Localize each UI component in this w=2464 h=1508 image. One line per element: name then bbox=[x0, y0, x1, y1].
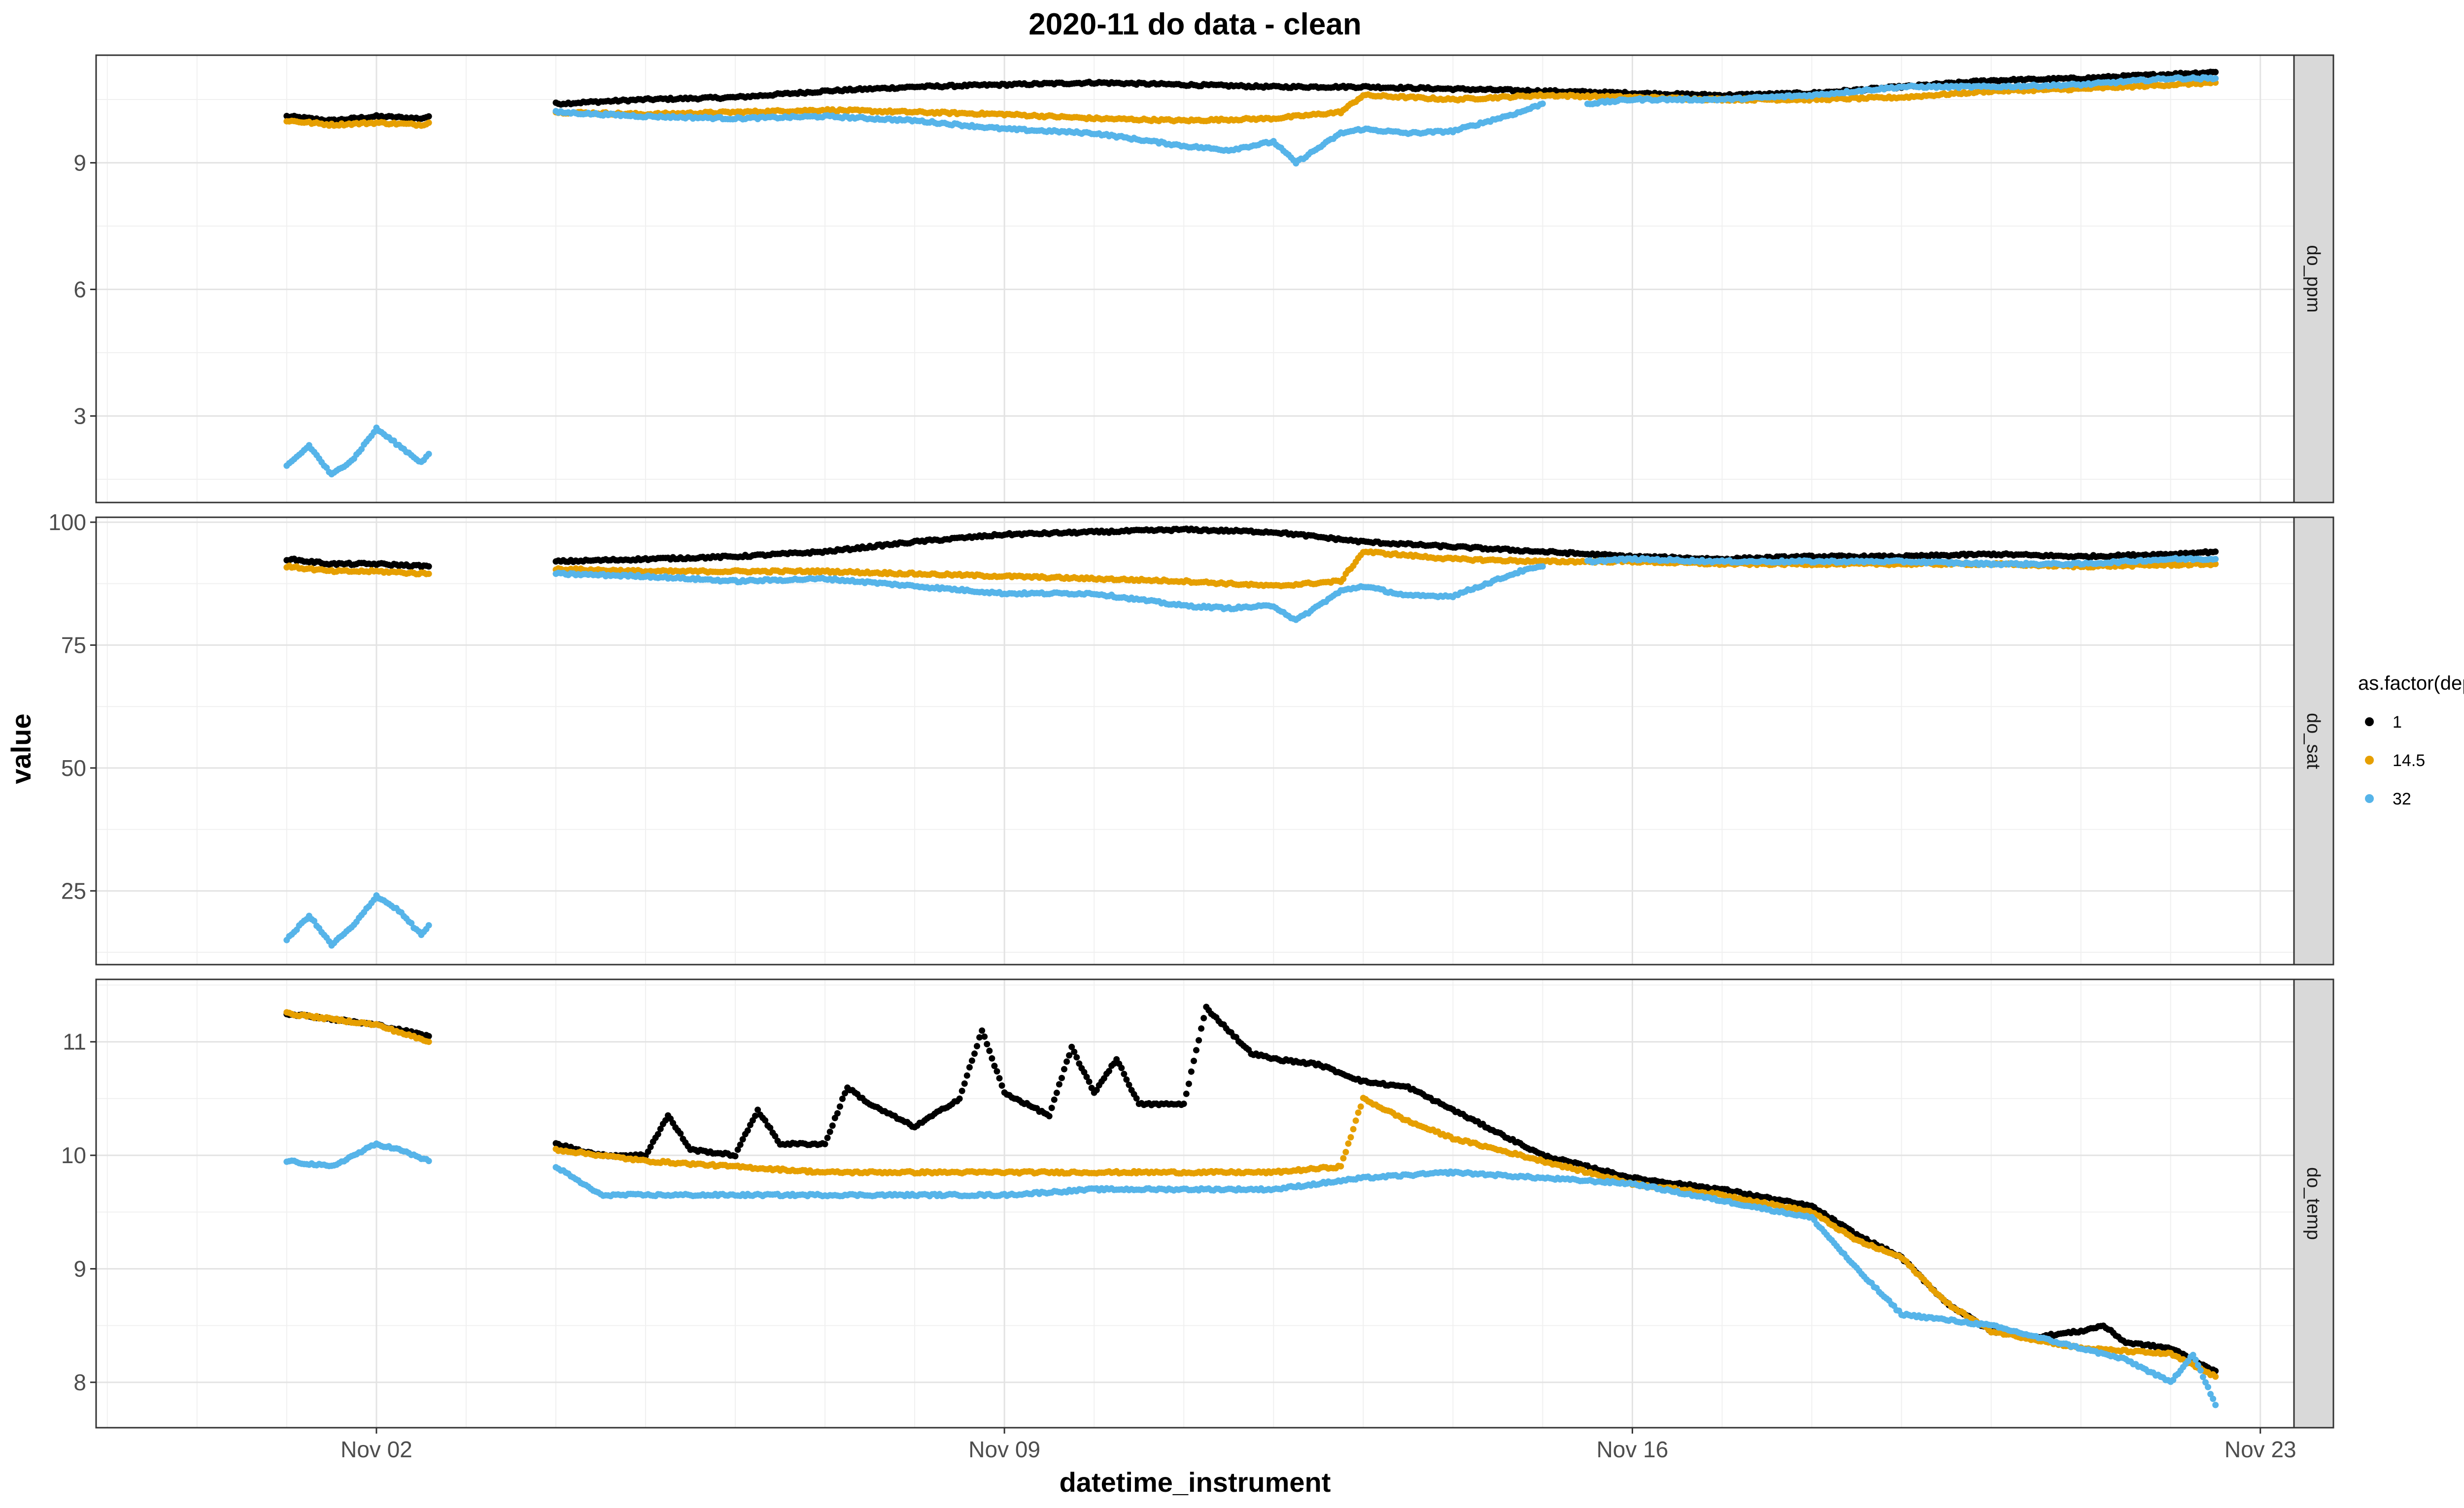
y-tick-label: 10 bbox=[61, 1142, 86, 1168]
data-point bbox=[1054, 1090, 1060, 1096]
data-point bbox=[1061, 1066, 1067, 1072]
data-point bbox=[822, 1141, 828, 1147]
data-point bbox=[999, 1082, 1005, 1089]
data-point bbox=[1049, 1105, 1055, 1111]
data-point bbox=[1196, 1037, 1202, 1043]
data-point bbox=[1046, 1113, 1053, 1119]
y-tick-label: 3 bbox=[73, 403, 86, 429]
y-tick-label: 8 bbox=[73, 1370, 86, 1395]
data-point bbox=[1051, 1097, 1058, 1103]
data-point bbox=[994, 1068, 1000, 1074]
data-point bbox=[1181, 1101, 1187, 1107]
data-point bbox=[426, 120, 432, 126]
panel-background bbox=[96, 979, 2294, 1428]
panel-do_ppm: 3 6 9 do_ppm bbox=[73, 55, 2333, 503]
facet-strip-label: do_ppm bbox=[2303, 245, 2324, 312]
data-point bbox=[974, 1043, 980, 1049]
data-point bbox=[824, 1135, 831, 1141]
y-tick-label: 6 bbox=[73, 276, 86, 302]
data-point bbox=[839, 1096, 846, 1102]
data-point bbox=[2212, 69, 2219, 75]
data-point bbox=[426, 922, 432, 929]
data-point bbox=[1188, 1069, 1195, 1075]
y-tick-label: 50 bbox=[61, 755, 86, 781]
data-point bbox=[2212, 75, 2219, 82]
data-point bbox=[1540, 101, 1546, 107]
panels-layer: 369do_ppm255075100do_sat891011do_tempNov… bbox=[48, 55, 2333, 1462]
data-point bbox=[1059, 1075, 1065, 1081]
data-point bbox=[1200, 1015, 1207, 1021]
data-point bbox=[1198, 1025, 1204, 1032]
data-point bbox=[1193, 1047, 1199, 1053]
data-point bbox=[964, 1072, 970, 1079]
data-point bbox=[984, 1041, 990, 1047]
data-point bbox=[971, 1050, 978, 1057]
data-point bbox=[1186, 1081, 1192, 1087]
data-point bbox=[829, 1122, 836, 1129]
data-point bbox=[1540, 563, 1546, 570]
data-point bbox=[1133, 1095, 1140, 1102]
data-point bbox=[732, 1153, 739, 1159]
data-point bbox=[1121, 1071, 1127, 1077]
data-point bbox=[1191, 1058, 1197, 1064]
y-tick-label: 100 bbox=[48, 509, 86, 535]
data-point bbox=[745, 1127, 751, 1134]
facet-strip-label: do_sat bbox=[2303, 713, 2324, 770]
data-point bbox=[986, 1048, 992, 1054]
y-tick-label: 75 bbox=[61, 632, 86, 658]
data-point bbox=[837, 1104, 843, 1110]
data-point bbox=[1086, 1078, 1093, 1085]
data-point bbox=[979, 1028, 985, 1034]
data-point bbox=[827, 1129, 833, 1135]
data-point bbox=[426, 451, 432, 457]
data-point bbox=[969, 1058, 975, 1064]
data-point bbox=[426, 563, 432, 570]
data-point bbox=[2212, 548, 2219, 555]
data-point bbox=[981, 1034, 988, 1040]
panel-do_sat: 25 50 75 100 do_sat bbox=[48, 509, 2333, 965]
y-tick-label: 11 bbox=[63, 1029, 86, 1055]
data-point bbox=[957, 1096, 963, 1102]
y-tick-label: 9 bbox=[73, 150, 86, 175]
data-point bbox=[1118, 1065, 1125, 1071]
data-point bbox=[961, 1080, 968, 1087]
y-tick-label: 9 bbox=[73, 1256, 86, 1281]
data-point bbox=[966, 1064, 973, 1071]
y-tick-label: 25 bbox=[61, 878, 86, 904]
data-point bbox=[1063, 1058, 1070, 1065]
data-point bbox=[989, 1055, 995, 1062]
data-point bbox=[1073, 1054, 1080, 1061]
data-point bbox=[996, 1075, 1003, 1081]
data-point bbox=[2212, 556, 2219, 562]
chart-title: 2020-11 do data - clean bbox=[1028, 7, 1361, 41]
data-point bbox=[959, 1088, 965, 1094]
data-point bbox=[834, 1110, 841, 1116]
data-point bbox=[1183, 1091, 1190, 1097]
data-point bbox=[1071, 1049, 1077, 1055]
data-point bbox=[1056, 1081, 1062, 1088]
data-point bbox=[426, 113, 432, 120]
data-point bbox=[426, 570, 432, 577]
